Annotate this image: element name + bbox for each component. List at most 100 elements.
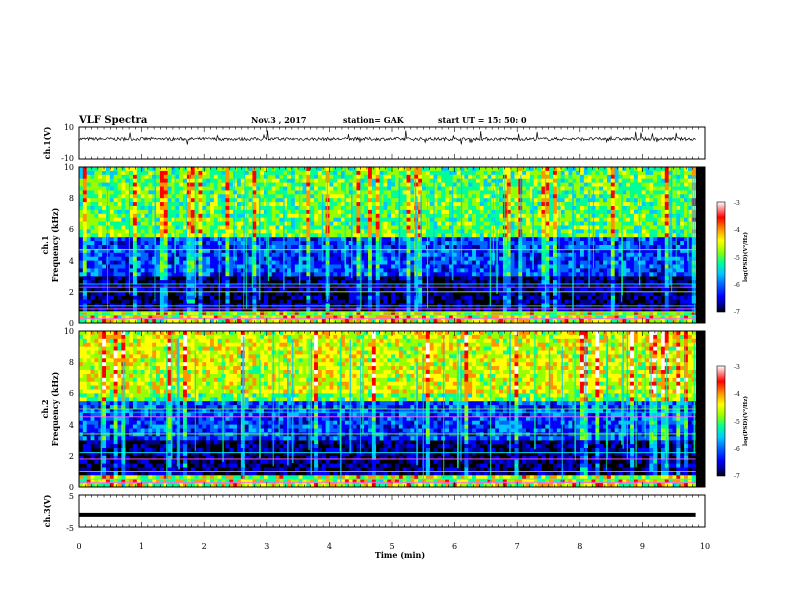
spectrogram-cell	[368, 233, 373, 238]
spectrogram-cell	[391, 315, 396, 320]
spectrogram-cell	[526, 198, 531, 203]
spectrogram-cell	[522, 315, 527, 320]
spectrogram-cell	[375, 315, 380, 320]
spectrogram-cell	[329, 217, 334, 222]
spectrogram-cell	[317, 295, 323, 300]
spectrogram-cell	[348, 229, 353, 234]
spectrogram-cell	[198, 237, 203, 242]
spectrogram-cell	[491, 319, 496, 324]
spectrogram-cell	[129, 174, 134, 179]
spectrogram-cell	[82, 307, 87, 312]
spectrogram-cell	[156, 319, 161, 324]
spectrogram-cell	[502, 287, 508, 293]
spectrogram-cell	[499, 237, 504, 242]
spectrogram-cell	[252, 245, 257, 250]
spectrogram-cell	[479, 170, 484, 176]
spectrogram-cell	[433, 291, 438, 296]
spectrogram-cell	[533, 206, 538, 211]
spectrogram-cell	[79, 225, 84, 230]
spectrogram-cell	[541, 190, 546, 195]
spectrogram-cell	[387, 311, 392, 316]
spectrogram-cell	[522, 307, 527, 312]
spectrogram-cell	[514, 287, 519, 293]
spectrogram-cell	[194, 209, 199, 215]
spectrogram-cell	[82, 213, 87, 218]
spectrogram-cell	[421, 229, 427, 234]
spectrogram-cell	[483, 198, 488, 203]
spectrogram-cell	[375, 256, 380, 261]
spectrogram-cell	[267, 260, 272, 265]
spectrogram-cell	[186, 291, 192, 296]
spectrogram-cell	[371, 206, 377, 211]
spectrogram-cell	[79, 198, 84, 203]
spectrogram-cell	[132, 206, 138, 211]
spectrogram-cell	[572, 190, 577, 195]
spectrogram-cell	[152, 248, 157, 254]
spectrogram-cell	[152, 307, 157, 312]
spectrogram-cell	[325, 167, 330, 172]
spectrogram-cell	[360, 319, 365, 324]
spectrogram-cell	[302, 252, 307, 257]
spectrogram-cell	[437, 245, 442, 250]
spectrogram-cell	[421, 174, 427, 179]
spectrogram-cell	[395, 202, 400, 207]
spectrogram-cell	[79, 319, 84, 324]
spectrogram-cell	[183, 233, 188, 238]
spectrogram-cell	[198, 291, 203, 296]
spectrogram-cell	[379, 268, 384, 273]
spectrogram-cell	[564, 287, 569, 293]
spectrogram-cell	[90, 315, 95, 320]
spectrogram-cell	[86, 186, 91, 191]
spectrogram-cell	[260, 202, 265, 207]
spectrogram-cell	[545, 307, 550, 312]
spectrogram-cell	[499, 186, 504, 191]
spectrogram-cell	[560, 260, 565, 265]
spectrogram-cell	[356, 194, 361, 199]
spectrogram-cell	[132, 264, 138, 269]
spectrogram-cell	[406, 194, 411, 199]
spectrogram-cell	[321, 194, 326, 199]
spectrogram-cell	[321, 229, 326, 234]
spectrogram-cell	[156, 225, 161, 230]
spectrogram-cell	[244, 167, 249, 172]
spectrogram-cell	[483, 276, 488, 281]
spectrogram-cell	[414, 190, 419, 195]
spectrogram-cell	[526, 170, 531, 176]
spectrogram-cell	[360, 272, 365, 277]
spectrogram-cell	[317, 209, 323, 215]
spectrogram-cell	[82, 241, 87, 246]
spectrogram-cell	[344, 178, 350, 183]
spectrogram-cell	[217, 248, 222, 254]
spectrogram-cell	[132, 291, 138, 296]
spectrogram-cell	[341, 202, 346, 207]
spectrogram-cell	[202, 291, 207, 296]
spectrogram-cell	[302, 217, 307, 222]
spectrogram-cell	[445, 174, 450, 179]
spectrogram-cell	[144, 167, 149, 172]
spectrogram-cell	[132, 233, 138, 238]
spectrogram-cell	[437, 241, 442, 246]
spectrogram-cell	[541, 264, 546, 269]
spectrogram-cell	[479, 276, 484, 281]
spectrogram-cell	[445, 233, 450, 238]
spectrogram-cell	[383, 194, 388, 199]
spectrogram-cell	[364, 268, 369, 273]
spectrogram-cell	[368, 206, 373, 211]
spectrogram-cell	[526, 167, 531, 172]
spectrogram-cell	[437, 307, 442, 312]
spectrogram-cell	[121, 252, 126, 257]
spectrogram-cell	[240, 174, 246, 179]
spectrogram-cell	[499, 268, 504, 273]
spectrogram-cell	[553, 198, 558, 203]
spectrogram-cell	[256, 299, 261, 304]
spectrogram-cell	[109, 202, 114, 207]
spectrogram-cell	[479, 174, 484, 179]
spectrogram-cell	[364, 260, 369, 265]
spectrogram-cell	[79, 237, 84, 242]
spectrogram-cell	[383, 198, 388, 203]
spectrogram-cell	[113, 174, 118, 179]
spectrogram-cell	[472, 174, 477, 179]
spectrogram-cell	[94, 225, 99, 230]
spectrogram-cell	[568, 178, 573, 183]
spectrogram-cell	[410, 307, 415, 312]
